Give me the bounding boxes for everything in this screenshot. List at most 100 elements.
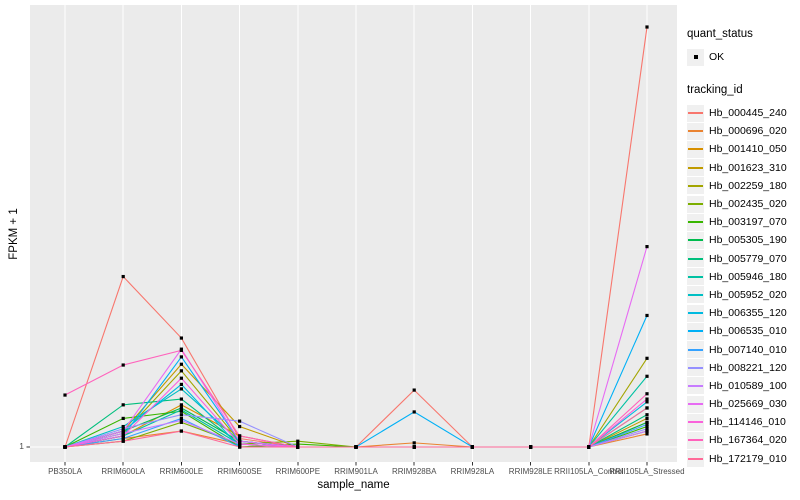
x-tick-label: RRII105LA_Stressed <box>609 467 684 476</box>
data-point-marker <box>645 400 649 404</box>
data-point-marker <box>179 413 183 417</box>
legend-key-box <box>687 268 704 286</box>
legend-entry-label: Hb_000445_240 <box>709 107 787 120</box>
legend-key-box <box>687 286 704 304</box>
legend-line-swatch <box>688 457 703 460</box>
data-point-marker <box>121 274 125 279</box>
legend-key-box <box>687 140 704 158</box>
data-point-marker <box>179 406 183 410</box>
legend-tracking-id-title: tracking_id <box>687 84 743 96</box>
legend-entry-label: Hb_000696_020 <box>709 125 787 138</box>
legend-line-swatch <box>688 184 703 187</box>
data-point-marker <box>121 434 125 438</box>
data-point-marker <box>179 420 183 424</box>
data-point-marker <box>645 424 649 429</box>
legend-key-box <box>687 341 704 359</box>
legend-entry-label: Hb_003197_070 <box>709 216 787 229</box>
legend-entry: Hb_167364_020 <box>687 431 799 449</box>
data-point-marker <box>645 416 649 421</box>
legend-entry: Hb_005946_180 <box>687 268 799 286</box>
data-point-marker <box>121 436 125 441</box>
data-point-marker <box>645 245 649 249</box>
legend-entry: Hb_002435_020 <box>687 195 799 213</box>
x-tick-label: RRIM928LA <box>451 467 495 476</box>
data-point-marker <box>645 420 649 424</box>
legend-key-box <box>687 104 704 122</box>
y-tick-label: 1 <box>19 441 24 451</box>
x-axis-title: sample_name <box>317 479 390 491</box>
legend-entry: Hb_000696_020 <box>687 122 799 140</box>
legend-entry: Hb_005305_190 <box>687 231 799 249</box>
data-point-marker <box>296 442 300 446</box>
data-point-marker <box>179 376 183 380</box>
x-tick-label: RRIM600LE <box>160 467 204 476</box>
data-point-marker <box>238 442 242 446</box>
data-point-marker <box>238 419 242 423</box>
legend-line-swatch <box>688 257 703 260</box>
legend-key-box <box>687 450 704 468</box>
legend-key-box <box>687 395 704 413</box>
y-axis-title: FPKM + 1 <box>8 208 20 260</box>
legend-line-swatch <box>688 366 703 369</box>
data-point-marker <box>645 413 649 417</box>
legend-entry: Hb_002259_180 <box>687 177 799 195</box>
legend-key-box <box>687 304 704 322</box>
legend-line-swatch <box>688 275 703 278</box>
legend-entry: Hb_005952_020 <box>687 286 799 304</box>
data-point-marker <box>645 432 649 436</box>
legend-line-swatch <box>688 439 703 442</box>
data-point-marker <box>645 397 649 401</box>
data-point-marker <box>179 362 183 366</box>
data-point-marker <box>179 387 183 391</box>
data-point-marker <box>179 355 183 359</box>
legend-tracking-entries: Hb_000445_240 Hb_000696_020 Hb_001410_050 H… <box>687 104 799 468</box>
legend-key-box <box>687 359 704 377</box>
data-point-marker <box>645 406 649 410</box>
legend-quant-status-title: quant_status <box>687 28 753 40</box>
data-point-marker <box>645 313 649 318</box>
data-point-marker <box>121 363 125 367</box>
legend-line-swatch <box>688 293 703 296</box>
data-point-marker <box>238 436 242 441</box>
legend-line-swatch <box>688 348 703 351</box>
legend-entry-label: Hb_002259_180 <box>709 179 787 192</box>
x-tick-label: RRIM600LA <box>101 467 145 476</box>
data-point-marker <box>179 397 183 401</box>
legend-key-box <box>687 231 704 249</box>
legend-quant-ok-label: OK <box>709 51 725 63</box>
data-point-marker <box>296 445 300 449</box>
legend-key-box <box>687 48 704 66</box>
x-tick-label: RRIM928LE <box>509 467 553 476</box>
legend-key-box <box>687 322 704 340</box>
legend-entry-label: Hb_006355_120 <box>709 307 787 320</box>
data-point-marker <box>645 25 649 29</box>
legend-entry: Hb_001410_050 <box>687 140 799 158</box>
data-point-marker <box>238 434 242 438</box>
data-point-marker <box>529 445 533 449</box>
legend-entry: Hb_114146_010 <box>687 413 799 431</box>
data-point-marker <box>121 427 125 431</box>
data-point-marker <box>179 416 183 421</box>
legend-entry: Hb_006355_120 <box>687 304 799 322</box>
data-point-marker <box>121 416 125 421</box>
data-point-marker <box>179 369 183 373</box>
legend-entry-label: Hb_010589_100 <box>709 379 787 392</box>
legend-line-swatch <box>688 239 703 242</box>
data-point-marker <box>63 445 67 449</box>
legend-quant-status-entry: OK <box>687 48 799 66</box>
data-point-marker <box>179 348 183 352</box>
point-marker-icon <box>693 55 698 59</box>
legend-entry-label: Hb_002435_020 <box>709 198 787 211</box>
legend-entry-label: Hb_008221_120 <box>709 361 787 374</box>
x-tick-label: RRII105LA_Control <box>554 467 624 476</box>
data-point-marker <box>121 403 125 407</box>
legend-entry: Hb_006535_010 <box>687 322 799 340</box>
legend-line-swatch <box>688 112 703 115</box>
data-point-marker <box>179 336 183 340</box>
data-point-marker <box>238 445 242 449</box>
legend-entry: Hb_172179_010 <box>687 450 799 468</box>
panel-background <box>30 5 677 462</box>
legend-key-box <box>687 122 704 140</box>
legend-entry-label: Hb_005946_180 <box>709 270 787 283</box>
